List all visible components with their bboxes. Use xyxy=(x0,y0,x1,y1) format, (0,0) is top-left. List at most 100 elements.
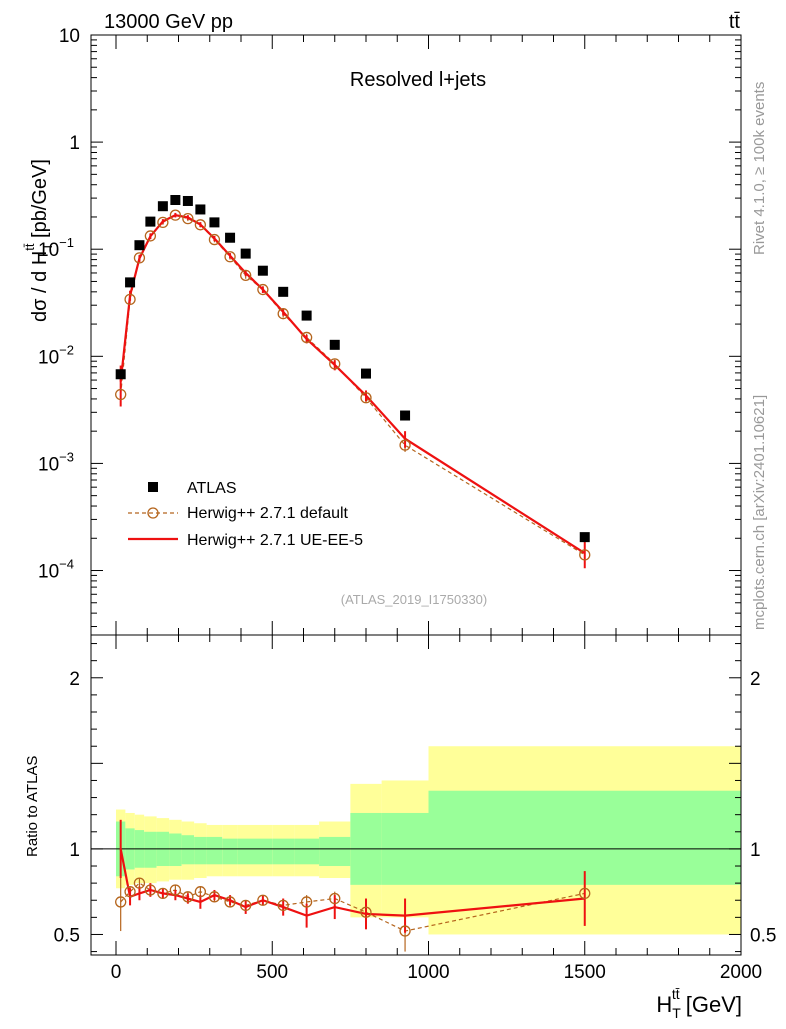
ratio-green-band xyxy=(272,838,295,865)
svg-text:HTtt̄ [GeV]: HTtt̄ [GeV] xyxy=(656,986,742,1021)
herwig-default-point xyxy=(224,251,236,263)
ratio-herwig-default-line xyxy=(120,882,585,932)
ratio-uncertainty-bands xyxy=(91,746,741,935)
herwig-default-point xyxy=(115,388,127,401)
main-y-tick-label: 10−4 xyxy=(38,557,74,583)
ratio-panel: 0.5 0.5 1 1 2 2 0 500 1000 1500 2000 Ratio to ATL… xyxy=(24,634,776,1021)
ratio-green-band xyxy=(206,836,223,865)
legend-atlas-marker xyxy=(148,482,158,492)
ratio-green-band xyxy=(319,836,351,867)
herwig-default-point xyxy=(360,392,372,404)
process-label: tt̄ xyxy=(729,11,741,33)
atlas-data-point xyxy=(125,277,136,288)
ratio-green-band xyxy=(428,790,741,885)
ratio-y-axis-label: Ratio to ATLAS xyxy=(24,756,41,857)
ratio-herwig-default-point xyxy=(300,896,313,908)
ratio-herwig-default-point xyxy=(194,886,207,898)
ratio-herwig-default-point xyxy=(579,887,591,900)
ratio-herwig-default-point xyxy=(360,906,372,918)
atlas-data-point xyxy=(329,339,340,350)
ratio-y-tick-label: 0.5 xyxy=(54,925,80,946)
ratio-plot-area xyxy=(115,819,591,952)
ratio-x-tick-label: 2000 xyxy=(720,962,762,983)
atlas-data-point xyxy=(115,369,126,380)
atlas-data-point xyxy=(157,201,168,212)
herwig-default-point xyxy=(399,439,411,451)
ratio-green-band xyxy=(181,835,195,865)
ratio-y-axis: 0.5 0.5 1 1 2 2 xyxy=(54,643,776,953)
atlas-data-point xyxy=(170,195,181,206)
ratio-panel-frame xyxy=(90,634,742,956)
legend-entry-herwig-default: Herwig++ 2.7.1 default xyxy=(128,505,349,522)
ratio-green-band xyxy=(253,838,273,865)
chart-title: Resolved l+jets xyxy=(350,69,486,91)
rivet-version-label: Rivet 4.1.0, ≥ 100k events xyxy=(751,82,768,255)
herwig-default-point xyxy=(133,252,146,264)
ratio-herwig-default-point xyxy=(399,925,411,937)
ratio-green-band xyxy=(194,836,207,865)
herwig-default-point xyxy=(144,230,157,242)
herwig-default-point xyxy=(157,216,169,229)
herwig-default-point xyxy=(124,293,136,306)
ratio-y-tick-label: 2 xyxy=(69,669,80,690)
atlas-data-point xyxy=(145,216,156,227)
main-plot-area xyxy=(115,195,591,569)
legend-atlas-label: ATLAS xyxy=(187,480,237,497)
atlas-data-point xyxy=(209,217,220,228)
atlas-data-point xyxy=(361,368,371,379)
svg-text:dσ / d HTtt̄ [pb/GeV]: dσ / d HTtt̄ [pb/GeV] xyxy=(22,159,55,322)
herwig-default-point xyxy=(182,212,194,225)
legend-herwig-ueee5-label: Herwig++ 2.7.1 UE-EE-5 xyxy=(187,532,363,549)
herwig-default-point xyxy=(240,269,252,282)
ratio-herwig-default-point xyxy=(144,884,157,896)
ratio-herwig-default-point xyxy=(124,886,136,898)
ratio-x-tick-label: 0 xyxy=(111,962,122,983)
analysis-id-label: (ATLAS_2019_I1750330) xyxy=(341,592,487,607)
ratio-y-tick-label-right: 0.5 xyxy=(750,925,776,946)
ratio-green-band xyxy=(294,838,320,865)
ratio-herwig-default-point xyxy=(169,884,182,896)
main-y-tick-label: 10−2 xyxy=(38,342,74,368)
ratio-green-band xyxy=(237,838,254,865)
ratio-herwig-default-point xyxy=(157,887,169,900)
main-y-tick-label: 1 xyxy=(69,133,80,154)
mcplots-label: mcplots.cern.ch [arXiv:2401.10621] xyxy=(751,395,768,630)
herwig-default-point xyxy=(208,233,221,246)
herwig-default-point xyxy=(257,283,269,296)
legend: ATLAS Herwig++ 2.7.1 default Herwig++ 2.… xyxy=(128,480,363,549)
legend-herwig-default-label: Herwig++ 2.7.1 default xyxy=(187,505,349,522)
atlas-data-point xyxy=(257,265,268,276)
main-y-tick-label: 10−3 xyxy=(38,449,74,475)
ratio-x-axis: 0 500 1000 1500 2000 xyxy=(111,635,762,983)
ratio-x-tick-label: 1500 xyxy=(564,962,606,983)
ratio-x-tick-label: 500 xyxy=(256,962,288,983)
ratio-x-tick-label: 1000 xyxy=(407,962,449,983)
ratio-herwig-default-point xyxy=(115,896,127,908)
ratio-herwig-ueee5-line xyxy=(119,848,585,917)
legend-herwig-default-marker xyxy=(147,507,159,519)
herwig-default-line xyxy=(120,214,586,556)
ratio-herwig-default-point xyxy=(224,896,236,908)
x-axis-label: HTtt̄ [GeV] xyxy=(656,986,742,1021)
herwig-default-point xyxy=(169,209,182,221)
herwig-default-point xyxy=(579,549,591,561)
atlas-data-point xyxy=(195,204,206,215)
legend-entry-herwig-ueee5: Herwig++ 2.7.1 UE-EE-5 xyxy=(128,532,363,549)
ratio-green-band xyxy=(222,838,238,865)
ratio-y-tick-label-right: 1 xyxy=(750,840,761,861)
atlas-data-point xyxy=(400,410,411,421)
legend-entry-atlas: ATLAS xyxy=(148,480,237,497)
main-y-tick-label: 10 xyxy=(59,26,80,47)
atlas-data-point xyxy=(278,286,289,297)
ratio-y-tick-label: 1 xyxy=(69,840,80,861)
ratio-herwig-default-point xyxy=(329,892,341,905)
main-y-axis-label: dσ / d HTtt̄ [pb/GeV] xyxy=(22,159,55,322)
ratio-herwig-default-point xyxy=(208,891,221,903)
ratio-herwig-default-point xyxy=(182,891,194,903)
ratio-herwig-default-point xyxy=(240,899,252,912)
ratio-green-band xyxy=(169,833,182,867)
herwig-default-point xyxy=(277,308,289,320)
ratio-herwig-default-point xyxy=(133,877,146,889)
